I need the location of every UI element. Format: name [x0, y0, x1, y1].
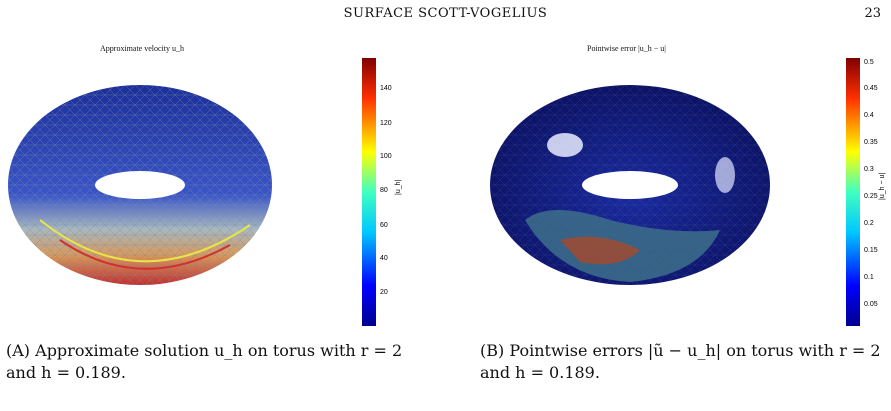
- page-number: 23: [864, 6, 881, 21]
- colorbar-a: 140 120 100 80 60 40 20 |u_h|: [362, 58, 402, 326]
- colorbar-a-tick: 140: [380, 85, 392, 92]
- torus-b: [490, 85, 770, 285]
- colorbar-b: 0.5 0.45 0.4 0.35 0.3 0.25 0.2 0.15 0.1 …: [846, 58, 886, 326]
- colorbar-b-tick: 0.15: [864, 247, 878, 254]
- colorbar-b-label: |u_h − u|: [879, 173, 886, 200]
- figure-a-title: Approximate velocity u_h: [100, 44, 184, 53]
- running-title: SURFACE SCOTT-VOGELIUS: [343, 6, 548, 21]
- figure-a-caption-line1: Approximate solution u_h on torus with r…: [30, 341, 403, 360]
- colorbar-a-tick: 100: [380, 153, 392, 160]
- figure-a-torus-plot: 140 120 100 80 60 40 20 |u_h|: [8, 58, 402, 326]
- colorbar-b-tick: 0.2: [864, 220, 874, 227]
- colorbar-b-tick: 0.35: [864, 139, 878, 146]
- colorbar-b-tick: 0.5: [864, 59, 874, 66]
- colorbar-a-label: |u_h|: [395, 180, 402, 195]
- colorbar-a-tick: 40: [380, 255, 388, 262]
- colorbar-b-tick: 0.05: [864, 301, 878, 308]
- figure-b-caption-tag: (B): [480, 341, 505, 360]
- figure-a-caption-tag: (A): [6, 341, 31, 360]
- colorbar-b-tick: 0.45: [864, 85, 878, 92]
- colorbar-a-tick: 120: [380, 120, 392, 127]
- colorbar-b-tick: 0.4: [864, 112, 874, 119]
- torus-a: [8, 85, 272, 285]
- figure-b-torus-plot: 0.5 0.45 0.4 0.35 0.3 0.25 0.2 0.15 0.1 …: [490, 58, 886, 326]
- figure-b-title: Pointwise error |u_h − u|: [587, 44, 666, 53]
- colorbar-b-tick: 0.3: [864, 166, 874, 173]
- figure-b-caption-line2: and h = 0.189.: [480, 363, 600, 382]
- colorbar-a-tick: 80: [380, 187, 388, 194]
- figure-a-caption: (A) Approximate solution u_h on torus wi…: [6, 340, 416, 384]
- colorbar-a-tick: 20: [380, 289, 388, 296]
- figure-b-caption-line1: Pointwise errors |ũ − u_h| on torus with…: [504, 341, 881, 360]
- colorbar-b-tick: 0.1: [864, 274, 874, 281]
- figure-b-caption: (B) Pointwise errors |ũ − u_h| on torus …: [480, 340, 890, 384]
- colorbar-a-tick: 60: [380, 222, 388, 229]
- figure-a-caption-line2: and h = 0.189.: [6, 363, 126, 382]
- colorbar-b-tick: 0.25: [864, 193, 878, 200]
